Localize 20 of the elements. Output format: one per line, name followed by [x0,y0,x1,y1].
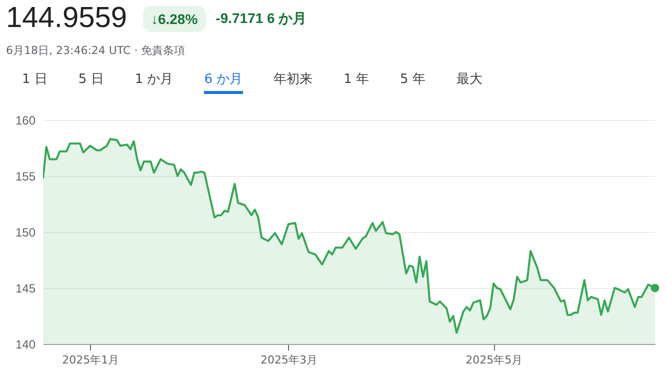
text: ↓6.28% [142,6,206,32]
text: 最大 [456,71,482,89]
chart-subtitle: 6月18日, 23:46:24 UTC · 免責条項 [6,43,186,58]
text: 1 か月 [134,71,174,89]
y-tick-label: 155 [15,170,36,184]
x-tick-label: 2025年3月 [260,354,318,366]
x-tick-label: 2025年1月 [62,354,120,366]
y-tick-label: 160 [15,114,36,128]
chart-title: 144.9559 [6,2,127,35]
text: 1 年 [344,71,370,89]
x-tick-label: 2025年5月 [466,354,523,366]
text: 年初来 [274,71,313,89]
text: 6 か月 [204,70,243,94]
text: 5 日 [78,71,104,89]
y-tick-label: 145 [15,282,36,296]
y-tick-label: 140 [15,338,36,352]
text: 5 年 [400,71,426,89]
text: 1 日 [22,71,48,89]
y-tick-label: 150 [15,226,36,240]
text: -9.7171 6 か月 [216,10,307,28]
